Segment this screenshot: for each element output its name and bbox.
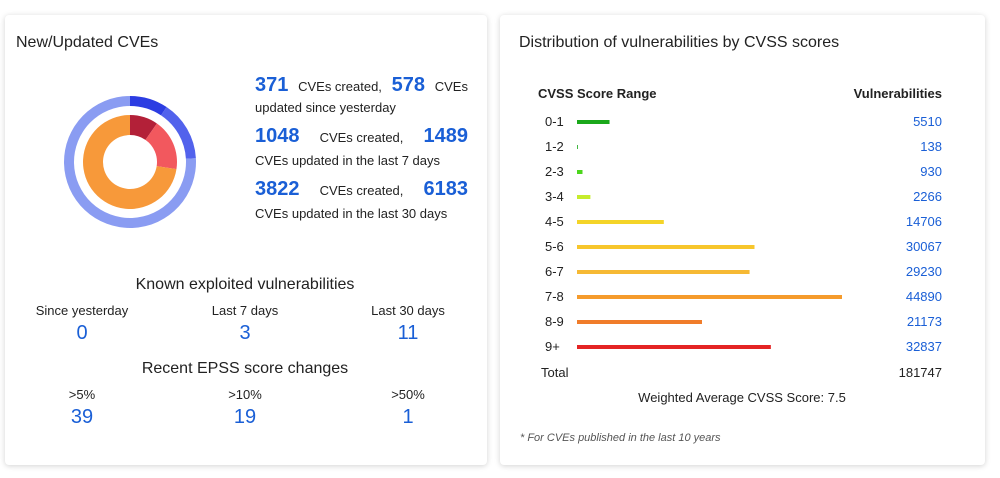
created-count: 1048 (255, 125, 300, 147)
column-value: 11 (397, 322, 419, 344)
weighted-average: Weighted Average CVSS Score: 7.5 (638, 390, 846, 405)
range-label: 5-6 (545, 239, 564, 254)
section-title: Known exploited vulnerabilities (135, 276, 355, 293)
range-count: 30067 (905, 239, 942, 254)
created-text: CVEs created, (298, 79, 382, 94)
bar (577, 320, 702, 324)
column-label: Last 30 days (371, 303, 445, 318)
column-label: >5% (68, 387, 96, 402)
range-count: 930 (920, 164, 942, 179)
outer-ring-segment (130, 96, 167, 116)
donut-chart (63, 96, 196, 228)
bar (577, 170, 583, 174)
total-count: 181747 (898, 365, 942, 380)
column-value: 39 (70, 406, 94, 428)
range-count: 29230 (905, 264, 942, 279)
updated-text: CVEs (434, 79, 468, 94)
inner-ring-segment (82, 115, 177, 209)
column-label: Last 7 days (211, 303, 279, 318)
outer-ring-segment (161, 107, 196, 159)
bar-area (577, 120, 842, 349)
cves-card (5, 15, 487, 465)
range-label: 1-2 (545, 139, 564, 154)
range-count: 14706 (905, 214, 942, 229)
updated-count: 578 (391, 74, 426, 96)
column-value: 0 (76, 322, 88, 344)
updated-count: 1489 (423, 125, 468, 147)
inner-ring-segment (130, 115, 157, 140)
range-count: 21173 (906, 314, 942, 329)
card-title: Distribution of vulnerabilities by CVSS … (519, 34, 840, 51)
range-count: 32837 (905, 339, 942, 354)
range-label: 0-1 (545, 114, 564, 129)
column-label: >10% (228, 387, 262, 402)
bar (577, 120, 610, 124)
bar (577, 270, 750, 274)
range-count: 2266 (913, 189, 942, 204)
column-value: 19 (233, 406, 257, 428)
created-text: CVEs created, (319, 183, 404, 198)
range-label: 4-5 (545, 214, 564, 229)
range-label: 6-7 (545, 264, 564, 279)
range-count: 138 (920, 139, 942, 154)
bar (577, 220, 664, 224)
bar (577, 145, 578, 149)
column-label: >50% (391, 387, 425, 402)
range-label: 9+ (545, 339, 560, 354)
range-label: 8-9 (545, 314, 564, 329)
total-label: Total (541, 365, 569, 380)
column-label: Since yesterday (35, 303, 129, 318)
cvss-card (500, 15, 985, 465)
inner-ring-segment (145, 123, 177, 170)
section-title: Recent EPSS score changes (141, 360, 349, 377)
stat-caption: updated since yesterday (255, 100, 396, 115)
stat-line: 371 CVEs created, 578 CVEs (255, 74, 468, 97)
footnote: * For CVEs published in the last 10 year… (520, 432, 721, 444)
range-count: 44890 (905, 289, 942, 304)
range-count: 5510 (913, 114, 942, 129)
card-title: New/Updated CVEs (16, 34, 159, 51)
stat-line: 1048 CVEs created, 1489 (255, 125, 468, 148)
stat-caption: CVEs updated in the last 7 days (255, 153, 441, 168)
column-header: Vulnerabilities (853, 86, 942, 101)
stat-line: 3822 CVEs created, 6183 (255, 178, 468, 201)
column-value: 1 (402, 406, 414, 428)
column-header: CVSS Score Range (538, 86, 657, 101)
bar (577, 295, 842, 299)
stat-caption: CVEs updated in the last 30 days (255, 206, 448, 221)
updated-count: 6183 (423, 178, 468, 200)
bar (577, 345, 771, 349)
created-count: 3822 (255, 178, 300, 200)
range-label: 7-8 (545, 289, 564, 304)
created-text: CVEs created, (319, 130, 404, 145)
created-count: 371 (255, 74, 289, 96)
bar (577, 245, 755, 249)
column-value: 3 (239, 322, 251, 344)
bar (577, 195, 591, 199)
range-label: 3-4 (545, 189, 564, 204)
range-label: 2-3 (545, 164, 564, 179)
